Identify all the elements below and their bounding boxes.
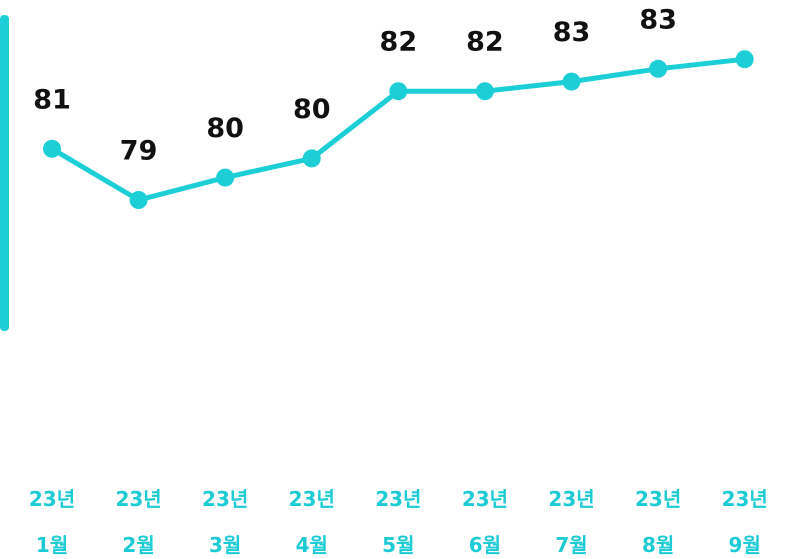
point <box>562 72 581 91</box>
point <box>649 59 668 78</box>
x-tick-label: 23년 6월 <box>462 487 508 557</box>
point <box>389 82 408 101</box>
value-label: 83 <box>639 4 677 35</box>
value-label: 82 <box>466 27 504 58</box>
value-label: 83 <box>553 17 591 48</box>
point <box>42 139 61 158</box>
x-tick-label: 23년 7월 <box>548 487 594 557</box>
line <box>50 56 745 203</box>
x-tick-label: 23년 1월 <box>29 487 75 557</box>
point <box>475 82 494 101</box>
point <box>216 168 235 187</box>
value-label: 80 <box>206 113 244 144</box>
x-tick-label: 23년 2월 <box>115 487 161 557</box>
value-label: 79 <box>120 136 158 167</box>
value-label: 81 <box>33 84 71 115</box>
point <box>735 50 754 69</box>
x-tick-label: 23년 4월 <box>289 487 335 557</box>
point <box>129 191 148 209</box>
x-tick-label: 23년 8월 <box>635 487 681 557</box>
side-bar <box>0 15 9 331</box>
point <box>302 149 321 168</box>
value-label: 82 <box>380 27 418 58</box>
x-tick-label: 23년 5월 <box>375 487 421 557</box>
x-tick-label: 23년 3월 <box>202 487 248 557</box>
value-label: 80 <box>293 94 331 125</box>
x-tick-label: 23년 9월 <box>722 487 768 557</box>
